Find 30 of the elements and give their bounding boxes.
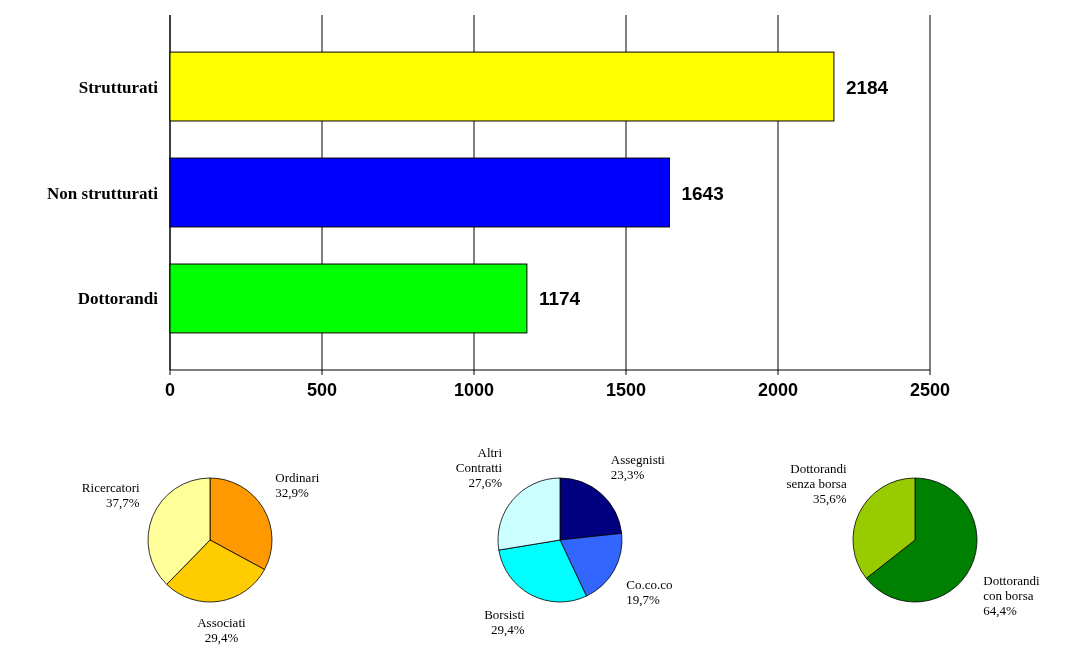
y-tick-label: Non strutturati: [47, 183, 159, 203]
x-tick-label: 1500: [605, 380, 647, 400]
x-tick-label: 0: [164, 380, 176, 400]
y-tick-label: Dottorandi: [77, 289, 159, 309]
x-tick-label: 1000: [453, 380, 495, 400]
data-label: 2184: [845, 76, 889, 98]
slice-label: Altri Contratti: [455, 444, 503, 475]
data-label: 1643: [681, 182, 724, 204]
slice-label: Borsisti: [484, 607, 526, 623]
slice-label: Assegnisti: [610, 452, 666, 468]
slice-label: Ordinari: [275, 470, 320, 486]
data-label: 23,3%: [610, 467, 645, 483]
x-tick-label: 2000: [757, 380, 799, 400]
slice-label: Dottorandi con borsa: [983, 573, 1041, 604]
data-label: 32,9%: [275, 485, 310, 501]
x-tick-label: 2500: [909, 380, 951, 400]
data-label: 35,6%: [813, 490, 847, 506]
data-label: 19,7%: [626, 592, 660, 608]
slice-label: Dottorandi senza borsa: [786, 460, 848, 491]
slice-label: Associati: [197, 615, 246, 631]
x-tick-label: 500: [306, 380, 338, 400]
data-label: 64,4%: [983, 603, 1018, 619]
data-label: 27,6%: [468, 474, 503, 490]
data-label: 29,4%: [491, 622, 525, 638]
slice-label: Ricercatori: [81, 480, 140, 496]
data-label: 1174: [538, 288, 581, 310]
data-label: 29,4%: [204, 630, 239, 646]
y-tick-label: Strutturati: [78, 77, 159, 97]
slice-label: Co.co.co: [626, 577, 673, 593]
data-label: 37,7%: [106, 495, 140, 511]
